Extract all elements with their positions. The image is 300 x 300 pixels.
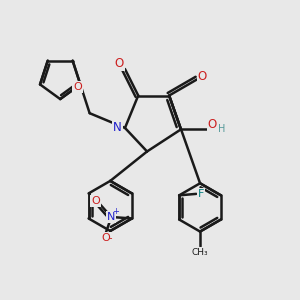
Text: H: H bbox=[218, 124, 225, 134]
Text: O: O bbox=[208, 118, 217, 131]
Text: CH₃: CH₃ bbox=[192, 248, 208, 257]
Text: N: N bbox=[113, 122, 122, 134]
Text: O: O bbox=[91, 196, 100, 206]
Text: -: - bbox=[109, 233, 112, 243]
Text: +: + bbox=[112, 207, 118, 216]
Text: O: O bbox=[198, 70, 207, 83]
Text: N: N bbox=[107, 212, 116, 222]
Text: O: O bbox=[73, 82, 82, 92]
Text: F: F bbox=[198, 189, 204, 199]
Text: O: O bbox=[102, 233, 110, 243]
Text: O: O bbox=[115, 57, 124, 70]
